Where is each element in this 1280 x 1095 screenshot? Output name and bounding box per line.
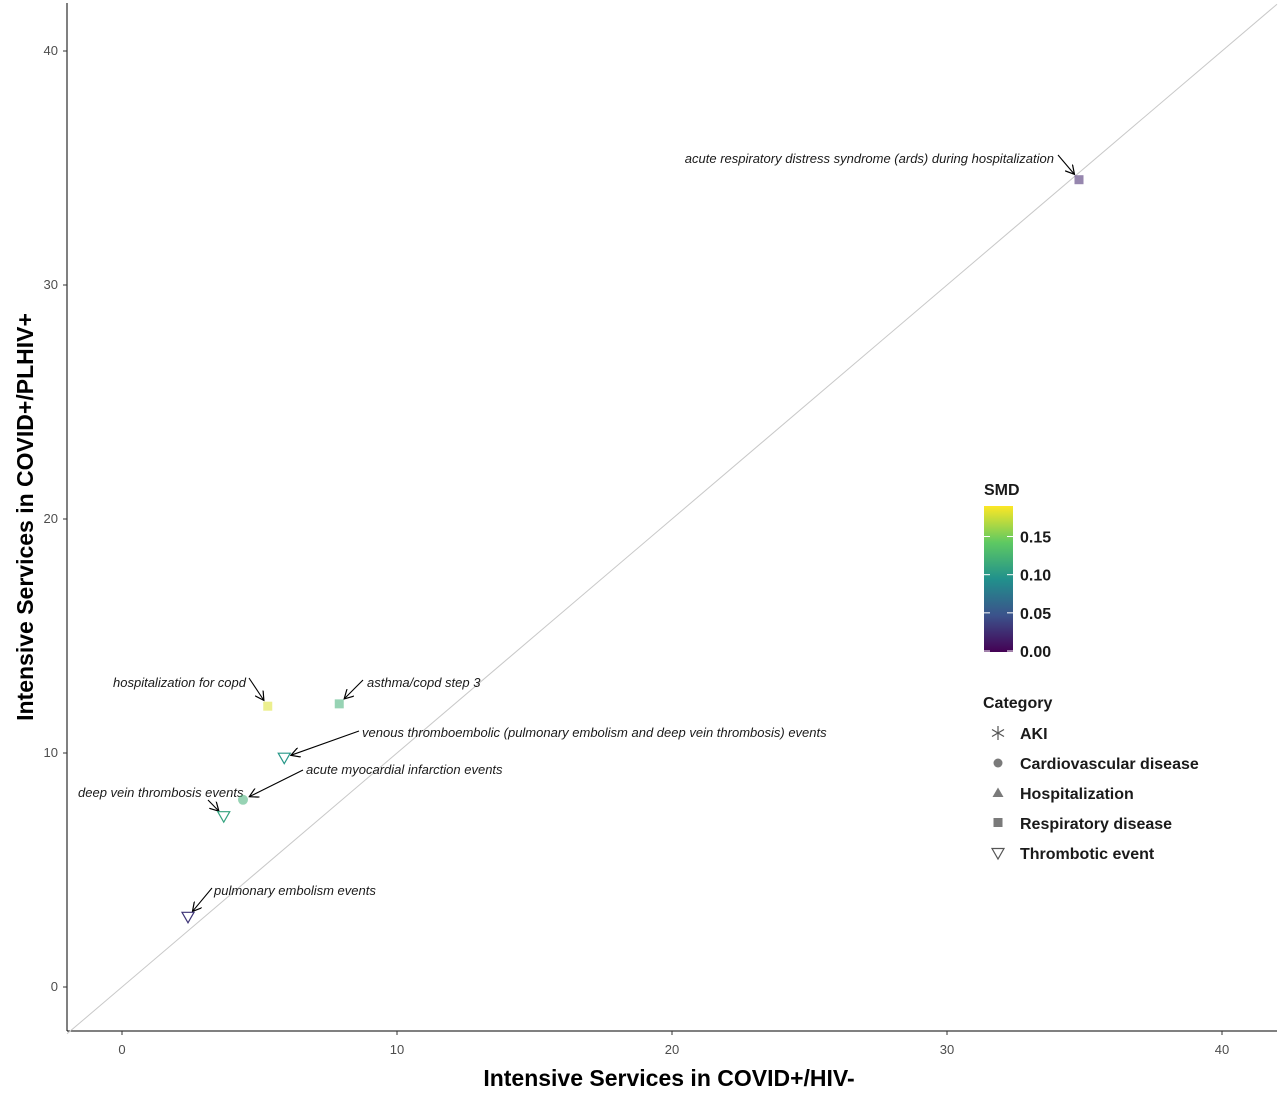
data-point <box>238 794 248 805</box>
data-point <box>277 752 292 765</box>
reference-line <box>66 3 1278 1035</box>
point-annotation: pulmonary embolism events <box>213 883 376 898</box>
annotation-arrow <box>344 679 364 699</box>
legend-key-circle <box>993 758 1003 768</box>
legend-key-triangle-down-open <box>990 847 1006 861</box>
legend: SMD 0.15 0.10 0.05 0.00 Category AKI Cardiov… <box>983 482 1199 863</box>
y-axis-title: Intensive Services in COVID+/PLHIV+ <box>12 313 38 721</box>
x-tick-label: 30 <box>940 1042 954 1057</box>
colorbar-tick-label: 0.10 <box>1020 568 1051 585</box>
annotation-arrow <box>1057 154 1074 174</box>
legend-category-label: Respiratory disease <box>1020 816 1172 833</box>
point-annotation: hospitalization for copd <box>113 675 247 690</box>
annotation-arrow <box>192 887 213 911</box>
point-annotation: acute respiratory distress syndrome (ard… <box>685 151 1054 166</box>
x-tick-label: 40 <box>1215 1042 1229 1057</box>
y-tick-label: 10 <box>44 745 58 760</box>
legend-key-triangle <box>992 787 1004 797</box>
point-annotation: acute myocardial infarction events <box>306 762 503 777</box>
colorbar-tick-label: 0.15 <box>1020 530 1051 547</box>
legend-category-label: Cardiovascular disease <box>1020 756 1199 773</box>
colorbar <box>984 506 1013 652</box>
data-point <box>263 701 273 711</box>
annotation-arrow <box>249 769 304 797</box>
data-point <box>1074 175 1084 185</box>
y-tick-label: 0 <box>51 979 58 994</box>
legend-key-square <box>993 818 1003 827</box>
data-point <box>334 699 344 709</box>
y-tick-label: 20 <box>44 511 58 526</box>
legend-category-label: Thrombotic event <box>1020 846 1155 863</box>
annotation-arrow <box>248 677 264 700</box>
point-annotation: deep vein thrombosis events <box>78 785 244 800</box>
annotation-arrow <box>207 799 219 811</box>
x-tick-label: 20 <box>665 1042 679 1057</box>
data-point <box>216 811 231 824</box>
y-tick-label: 30 <box>44 277 58 292</box>
x-tick-label: 10 <box>390 1042 404 1057</box>
x-axis-title: Intensive Services in COVID+/HIV- <box>483 1065 854 1091</box>
point-annotation: asthma/copd step 3 <box>367 675 481 690</box>
point-annotation: venous thromboembolic (pulmonary embolis… <box>362 725 827 740</box>
legend-category-label: Hospitalization <box>1020 786 1134 803</box>
legend-category-label: AKI <box>1020 726 1048 743</box>
annotation-arrow <box>291 730 360 755</box>
legend-key-asterisk <box>991 726 1005 740</box>
legend-color-title: SMD <box>984 482 1020 499</box>
data-point <box>180 911 196 925</box>
colorbar-tick-label: 0.00 <box>1020 644 1051 661</box>
colorbar-tick-label: 0.05 <box>1020 606 1051 623</box>
y-tick-label: 40 <box>44 43 58 58</box>
x-tick-label: 0 <box>118 1042 125 1057</box>
legend-shape-title: Category <box>983 695 1052 712</box>
